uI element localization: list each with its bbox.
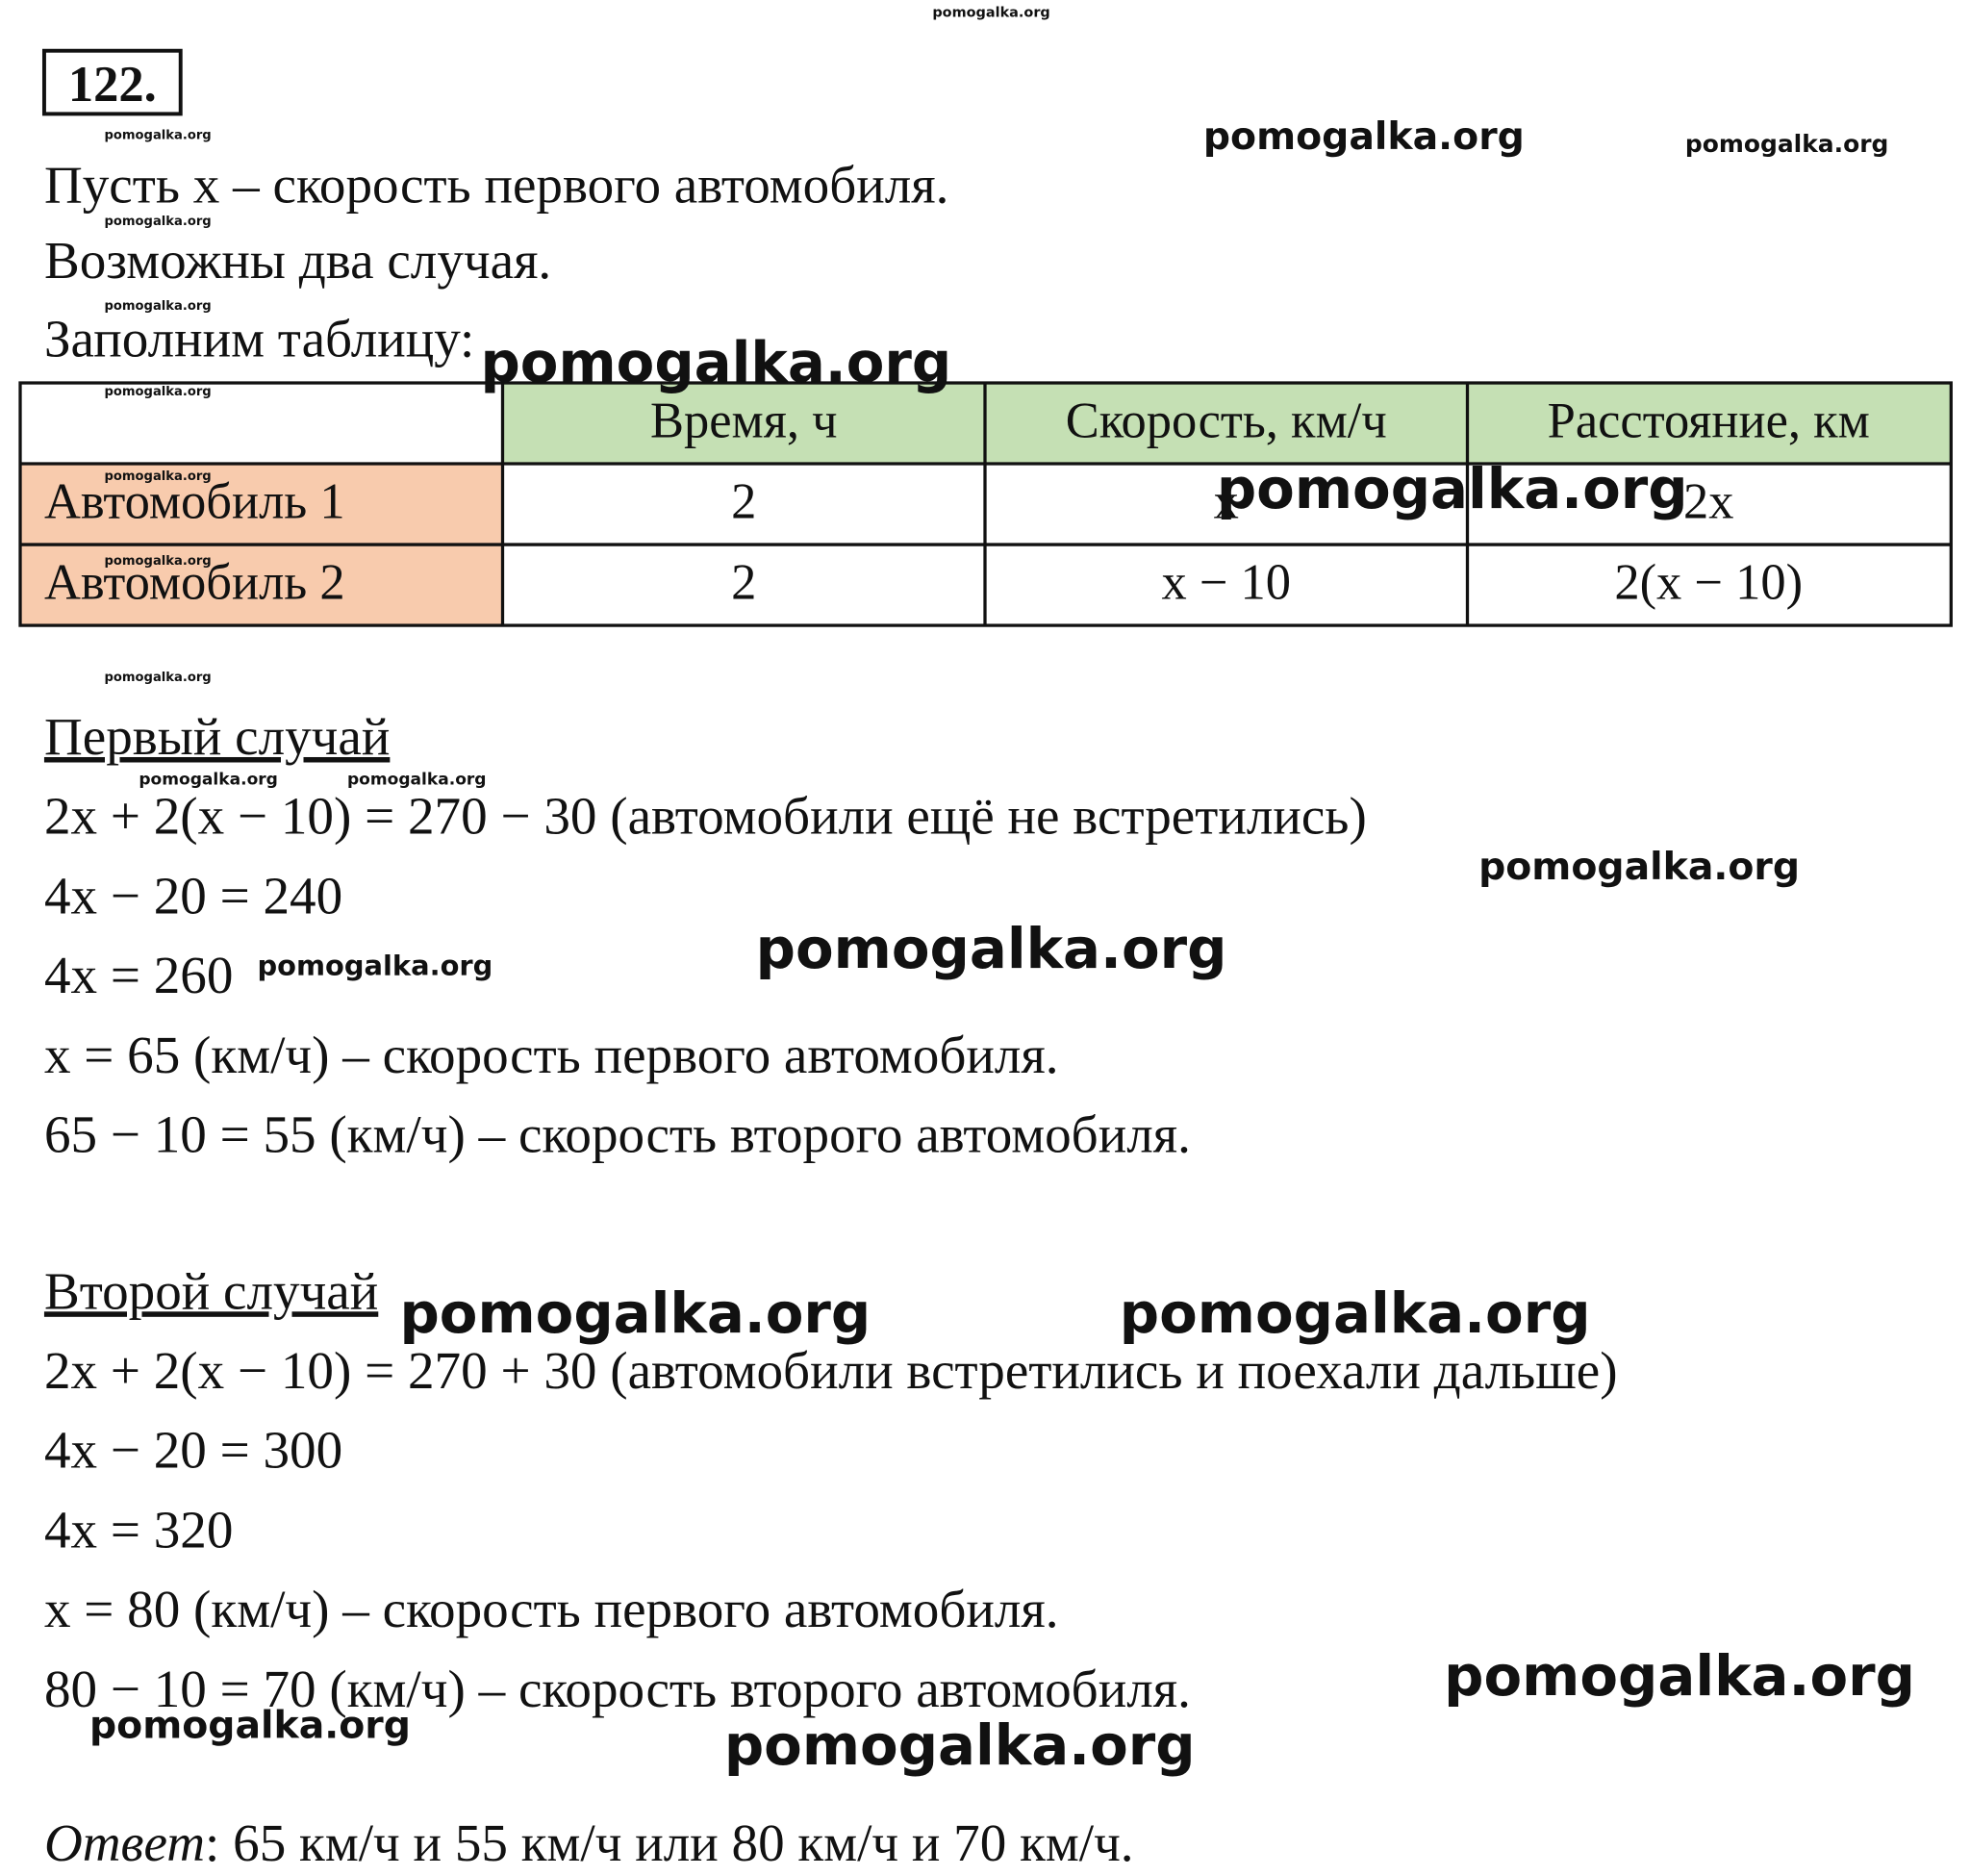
answer-text: : 65 км/ч и 55 км/ч или 80 км/ч и 70 км/… [205,1813,1134,1872]
watermark: pomogalka.org [105,215,212,229]
watermark: pomogalka.org [105,671,212,685]
problem-number: 122. [68,57,157,113]
equation-line: 4x = 260 [44,946,233,1004]
watermark: pomogalka.org [724,1712,1196,1778]
intro-line: Заполним таблицу: [44,309,474,368]
equation-line: 4x = 320 [44,1500,233,1559]
intro-line: Возможны два случая. [44,231,551,290]
equation-line: 4x − 20 = 300 [44,1421,342,1480]
equation-line: 2x + 2(x − 10) = 270 − 30 (автомобили ещ… [44,787,1367,846]
number-box [41,48,183,116]
table-cell: 2 [731,473,756,529]
watermark: pomogalka.org [1444,1643,1915,1709]
equation-line: 80 − 10 = 70 (км/ч) – скорость второго а… [44,1660,1191,1718]
watermark: pomogalka.org [105,129,212,143]
equation-line: 2x + 2(x − 10) = 270 + 30 (автомобили вс… [44,1341,1618,1400]
table-grid [18,381,1953,627]
answer-label: Ответ [44,1813,205,1872]
table-cell: 2(x − 10) [1614,555,1803,611]
watermark: pomogalka.org [105,469,212,484]
answer: Ответ: 65 км/ч и 55 км/ч или 80 км/ч и 7… [44,1813,1134,1872]
watermark: pomogalka.org [1217,456,1688,521]
watermark: pomogalka.org [139,770,278,789]
watermark: pomogalka.org [257,950,492,982]
equation-line: 4x − 20 = 240 [44,866,342,925]
watermark: pomogalka.org [1478,845,1800,889]
table-cell: x − 10 [1161,555,1291,611]
watermark: pomogalka.org [105,385,212,399]
table [18,381,1953,627]
watermark: pomogalka.org [347,770,487,789]
header-fill [502,383,1952,465]
equation-line: 65 − 10 = 55 (км/ч) – скорость второго а… [44,1105,1191,1164]
watermark: pomogalka.org [105,299,212,314]
watermark: pomogalka.org [89,1704,411,1748]
watermark: pomogalka.org [1203,114,1525,159]
watermark: pomogalka.org [399,1280,871,1346]
equation-line: x = 65 (км/ч) – скорость первого автомоб… [44,1026,1059,1084]
table-cell: 2 [731,555,756,611]
intro-line: Пусть x – скорость первого автомобиля. [44,155,949,214]
watermark: pomogalka.org [1685,130,1889,158]
equation-line: x = 80 (км/ч) – скорость первого автомоб… [44,1580,1059,1638]
table-cell: 2x [1683,473,1734,529]
watermark: pomogalka.org [932,5,1049,20]
watermark: pomogalka.org [1120,1280,1591,1346]
header-cell: Время, ч [650,393,838,448]
row-label: Автомобиль 1 [44,473,345,529]
case-title: Первый случай [44,707,390,766]
watermark: pomogalka.org [480,330,951,395]
watermark: pomogalka.org [105,554,212,569]
watermark: pomogalka.org [756,916,1227,981]
header-cell: Расстояние, км [1548,393,1870,448]
case-title: Второй случай [44,1261,378,1320]
header-cell: Скорость, км/ч [1066,393,1387,448]
row-label: Автомобиль 2 [44,555,345,611]
table-cell: x [1214,473,1239,529]
